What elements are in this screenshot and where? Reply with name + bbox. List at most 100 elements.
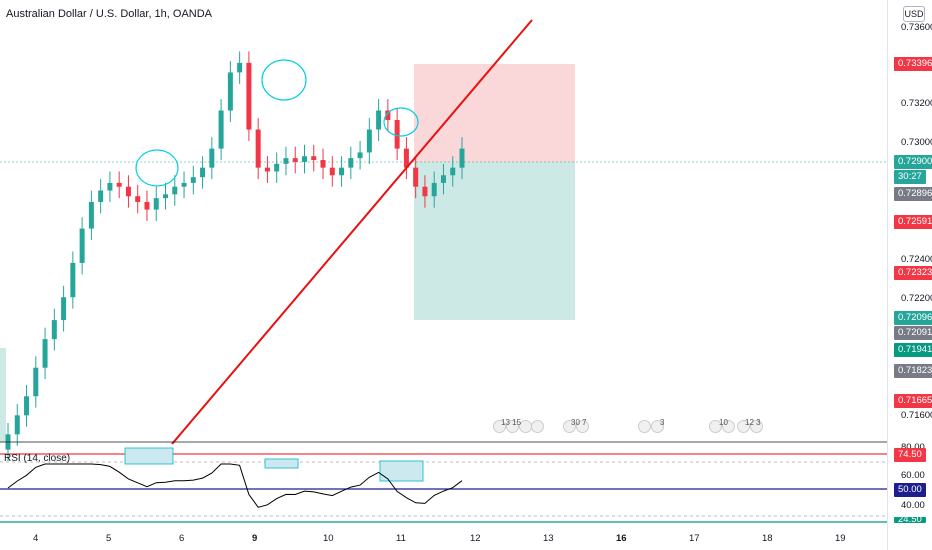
rsi-indicator-label[interactable]: RSI (14, close): [4, 453, 71, 464]
date-label: 11: [396, 533, 406, 544]
economic-event-us[interactable]: 13 15: [493, 418, 532, 433]
candle-body: [431, 182, 437, 197]
event-label: 10: [719, 418, 728, 427]
candle-body: [311, 156, 317, 161]
candle-body: [42, 339, 48, 368]
price-badge-gray: 0.72896: [894, 187, 932, 201]
price-badge-gray: 0.71823: [894, 364, 932, 378]
flag-icon: [506, 420, 519, 433]
flag-icon: [750, 420, 763, 433]
candle-body: [153, 198, 159, 210]
candle-body: [274, 163, 280, 172]
candle-body: [422, 186, 428, 197]
candle-body: [61, 297, 67, 321]
candle-body: [88, 201, 94, 229]
candle-body: [255, 129, 261, 168]
price-tick: 0.73600: [901, 22, 932, 33]
candle-body: [246, 62, 252, 130]
date-label: 18: [762, 533, 773, 544]
rsi-badge-mid: 50.00: [894, 483, 926, 497]
price-tick: 0.73000: [901, 137, 932, 148]
flag-icon: [737, 420, 750, 433]
date-label: 12: [470, 533, 481, 544]
candle-body: [329, 167, 335, 176]
trendline[interactable]: [171, 19, 533, 445]
date-label: 13: [543, 533, 554, 544]
candle-body: [116, 182, 122, 187]
rsi-highlight-box-2[interactable]: [264, 458, 299, 469]
annotation-ellipse-2[interactable]: [261, 59, 307, 101]
candle-body: [450, 167, 456, 176]
date-label: 4: [33, 533, 39, 544]
price-badge-current: 0.72900: [894, 155, 932, 169]
candle-body: [24, 396, 30, 416]
candle-body: [320, 160, 326, 168]
price-badge-red: 0.72591: [894, 215, 932, 229]
price-tick: 0.72400: [901, 254, 932, 265]
annotation-ellipse-1[interactable]: [135, 149, 179, 187]
price-tick: 0.73200: [901, 98, 932, 109]
candle-body: [459, 148, 465, 168]
candle-body: [33, 367, 39, 397]
flag-icon: [709, 420, 722, 433]
candle-body: [125, 186, 131, 197]
date-label: 6: [179, 533, 185, 544]
rsi-highlight-box-1[interactable]: [124, 447, 174, 465]
date-label: 16: [616, 533, 627, 544]
price-badge-red: 0.71665: [894, 394, 932, 408]
candles-group: [5, 51, 465, 462]
date-label: 10: [323, 533, 334, 544]
rsi-tick: 60.00: [901, 470, 925, 481]
stop-loss-zone[interactable]: [414, 64, 575, 162]
candle-body: [107, 182, 113, 191]
event-label: 13 15: [501, 418, 522, 427]
candle-body: [264, 167, 270, 172]
price-badge-red: 0.72323: [894, 266, 932, 280]
economic-event-us[interactable]: 30 7: [563, 418, 589, 433]
economic-event-us[interactable]: 12 3: [737, 418, 763, 433]
take-profit-zone[interactable]: [414, 162, 575, 320]
date-label: 17: [689, 533, 700, 544]
annotation-ellipse-3[interactable]: [383, 107, 419, 137]
flag-icon: [563, 420, 576, 433]
flag-icon: [531, 420, 544, 433]
candle-body: [357, 152, 363, 159]
candle-body: [70, 262, 76, 298]
candle-body: [348, 158, 354, 168]
economic-event-us[interactable]: 10: [709, 418, 735, 433]
candle-body: [394, 120, 400, 149]
candle-body: [181, 182, 187, 187]
economic-event-au[interactable]: [531, 420, 544, 433]
economic-event-us[interactable]: 3: [638, 418, 665, 433]
candle-body: [385, 110, 391, 121]
candle-body: [366, 129, 372, 153]
candle-body: [172, 186, 178, 195]
candle-body: [339, 167, 345, 176]
event-label: 30 7: [571, 418, 587, 427]
candle-body: [51, 320, 57, 340]
flag-icon: [651, 420, 664, 433]
date-label: 19: [835, 533, 846, 544]
currency-label[interactable]: USD: [903, 6, 925, 22]
flag-icon: [576, 420, 589, 433]
candle-body: [218, 110, 224, 149]
event-label: 12 3: [745, 418, 761, 427]
event-label: 3: [660, 418, 665, 427]
candle-body: [144, 201, 150, 210]
left-highlight: [0, 348, 6, 442]
flag-icon: [493, 420, 506, 433]
price-badge-stop: 0.73396: [894, 57, 932, 71]
rsi-badge-upper: 74.50: [894, 448, 926, 462]
candle-body: [163, 194, 169, 199]
candle-body: [79, 228, 85, 263]
price-badge-gray: 0.72091: [894, 326, 932, 340]
candle-body: [301, 156, 307, 162]
candle-body: [413, 167, 419, 187]
rsi-tick: 40.00: [901, 500, 925, 511]
candle-body: [440, 175, 446, 183]
rsi-highlight-box-3[interactable]: [379, 460, 424, 482]
candle-body: [98, 190, 104, 202]
price-badge-green: 0.71941: [894, 343, 932, 357]
